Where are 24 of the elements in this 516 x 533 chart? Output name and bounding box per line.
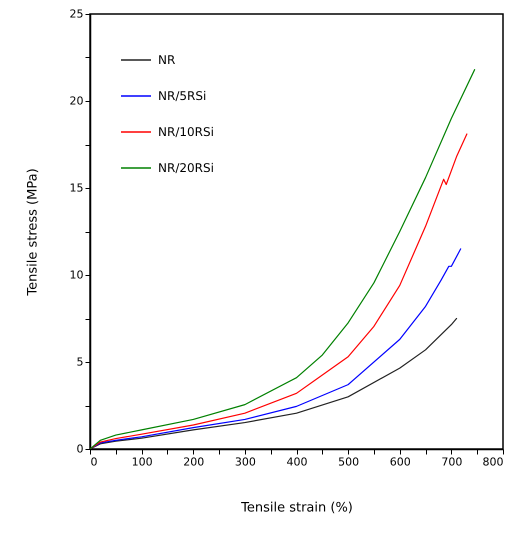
x-tick-label: 200: [183, 456, 204, 468]
line-series: [90, 318, 458, 449]
x-axis-title: Tensile strain (%): [240, 500, 353, 516]
x-tick-label: 400: [286, 456, 308, 468]
legend-label: NR/5RSi: [158, 89, 206, 103]
y-tick-label: 0: [76, 442, 84, 456]
line-series: [90, 69, 476, 449]
x-tick-label: 500: [338, 456, 360, 468]
line-series: [90, 248, 462, 449]
x-tick-label: 700: [441, 456, 462, 468]
y-axis-title: Tensile stress (MPa): [26, 168, 41, 297]
x-tick-label: 800: [482, 456, 504, 468]
x-tick-label: 100: [132, 456, 153, 468]
legend-label: NR: [158, 53, 176, 67]
y-tick-label: 25: [70, 8, 84, 20]
y-tick-label: 15: [70, 182, 84, 194]
x-tick-label: 0: [90, 456, 98, 468]
x-tick-label: 600: [390, 456, 411, 468]
y-tick-label: 5: [76, 356, 84, 368]
y-tick-label: 10: [70, 268, 84, 282]
y-tick-label: 20: [70, 94, 84, 108]
x-tick-label: 300: [234, 456, 256, 468]
legend-label: NR/10RSi: [158, 125, 214, 139]
legend-label: NR/20RSi: [158, 161, 214, 175]
